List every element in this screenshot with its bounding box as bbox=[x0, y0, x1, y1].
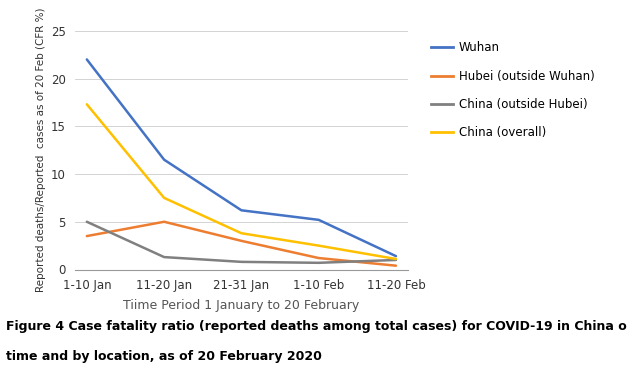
Text: Figure 4 Case fatality ratio (reported deaths among total cases) for COVID-19 in: Figure 4 Case fatality ratio (reported d… bbox=[6, 320, 627, 333]
Text: time and by location, as of 20 February 2020: time and by location, as of 20 February … bbox=[6, 350, 322, 363]
X-axis label: Tiime Period 1 January to 20 February: Tiime Period 1 January to 20 February bbox=[124, 299, 359, 312]
Legend: Wuhan, Hubei (outside Wuhan), China (outside Hubei), China (overall): Wuhan, Hubei (outside Wuhan), China (out… bbox=[427, 37, 599, 144]
Y-axis label: Reported deaths/Reported  cases as of 20 Feb (CFR %): Reported deaths/Reported cases as of 20 … bbox=[36, 8, 46, 292]
